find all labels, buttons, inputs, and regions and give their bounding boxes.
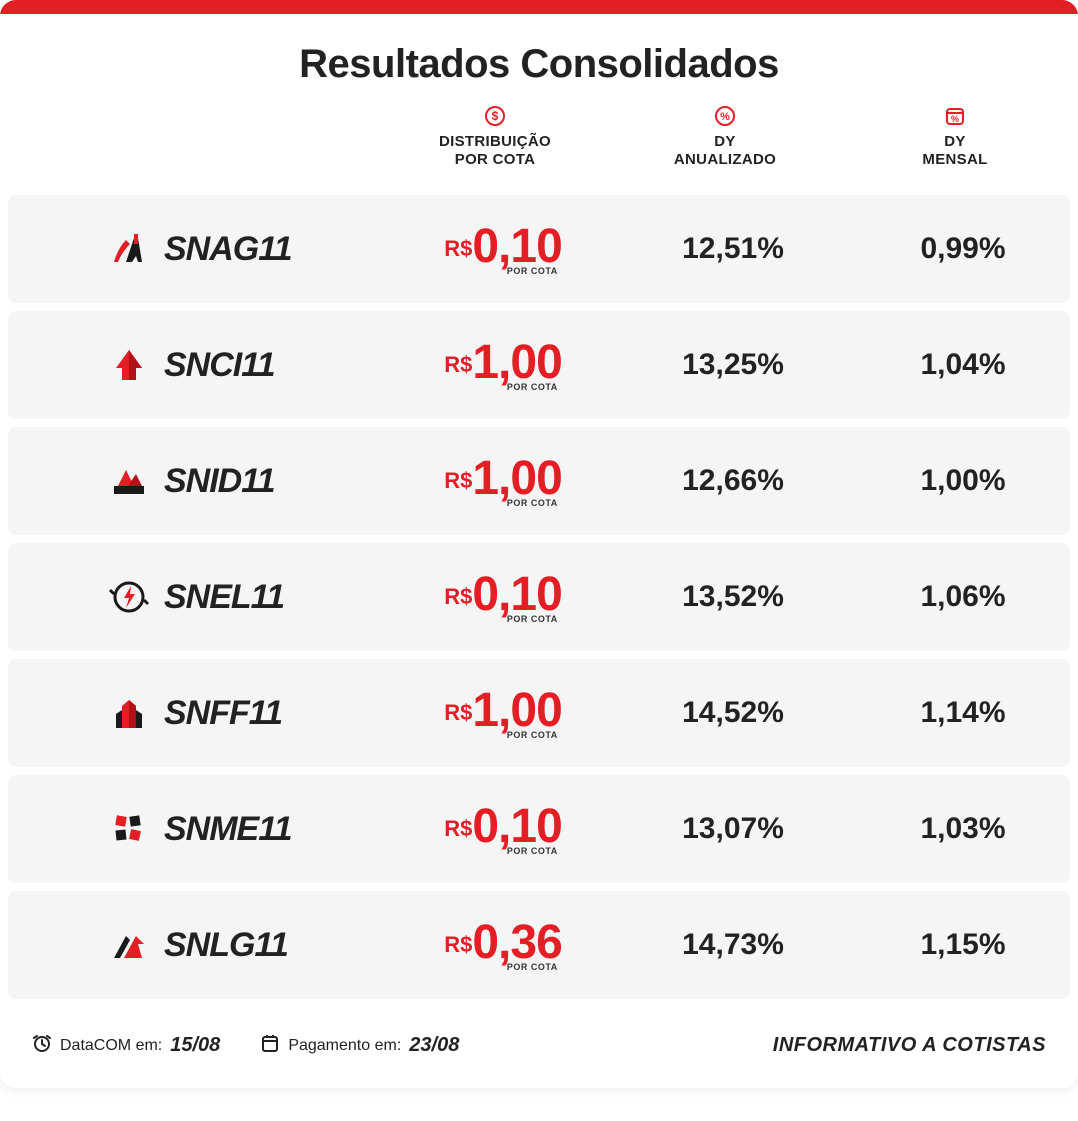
calendar-icon (260, 1033, 280, 1058)
snel-icon (108, 576, 150, 618)
dy-annual-value: 12,66% (618, 464, 848, 498)
table-row: SNEL11 R$0,10 POR COTA 13,52% 1,06% (8, 543, 1070, 651)
column-header-distribution: DISTRIBUIÇÃO POR COTA (380, 105, 610, 169)
distribution-cell: R$0,36 POR COTA (388, 915, 618, 975)
payment-value: 23/08 (409, 1034, 459, 1057)
column-header-dy-monthly: DY MENSAL (840, 105, 1070, 169)
column-header-dy-annual: DY ANUALIZADO (610, 105, 840, 169)
header-label: DISTRIBUIÇÃO (439, 133, 551, 150)
payment-label: Pagamento em: (288, 1037, 401, 1055)
footer-right-text: INFORMATIVO A COTISTAS (773, 1034, 1046, 1057)
table-row: SNID11 R$1,00 POR COTA 12,66% 1,00% (8, 427, 1070, 535)
clock-icon (32, 1033, 52, 1058)
dy-monthly-value: 1,03% (848, 812, 1078, 846)
currency-prefix: R$ (444, 816, 472, 841)
snff-icon (108, 692, 150, 734)
distribution-cell: R$0,10 POR COTA (388, 567, 618, 627)
table-row: SNME11 R$0,10 POR COTA 13,07% 1,03% (8, 775, 1070, 883)
ticker-symbol: SNFF11 (164, 694, 282, 733)
table-row: SNCI11 R$1,00 POR COTA 13,25% 1,04% (8, 311, 1070, 419)
header-label: POR COTA (455, 151, 535, 168)
header-label: MENSAL (922, 151, 987, 168)
table-row: SNLG11 R$0,36 POR COTA 14,73% 1,15% (8, 891, 1070, 999)
snci-icon (108, 344, 150, 386)
ticker-symbol: SNLG11 (164, 926, 288, 965)
dy-monthly-value: 1,00% (848, 464, 1078, 498)
currency-prefix: R$ (444, 584, 472, 609)
results-card: Resultados Consolidados DISTRIBUIÇÃO POR… (0, 0, 1078, 1088)
snid-icon (108, 460, 150, 502)
ticker-cell: SNAG11 (8, 228, 388, 270)
column-headers: DISTRIBUIÇÃO POR COTA DY ANUALIZADO DY M… (0, 105, 1078, 187)
ticker-cell: SNME11 (8, 808, 388, 850)
distribution-cell: R$1,00 POR COTA (388, 683, 618, 743)
currency-prefix: R$ (444, 236, 472, 261)
dy-annual-value: 14,73% (618, 928, 848, 962)
datacom-info: DataCOM em: 15/08 (32, 1033, 220, 1058)
dy-monthly-value: 0,99% (848, 232, 1078, 266)
distribution-cell: R$0,10 POR COTA (388, 799, 618, 859)
dy-monthly-value: 1,04% (848, 348, 1078, 382)
ticker-symbol: SNME11 (164, 810, 292, 849)
ticker-cell: SNCI11 (8, 344, 388, 386)
currency-prefix: R$ (444, 700, 472, 725)
ticker-symbol: SNID11 (164, 462, 275, 501)
distribution-cell: R$1,00 POR COTA (388, 451, 618, 511)
data-rows: SNAG11 R$0,10 POR COTA 12,51% 0,99% SNCI… (0, 195, 1078, 999)
currency-prefix: R$ (444, 352, 472, 377)
footer: DataCOM em: 15/08 Pagamento em: 23/08 IN… (0, 1007, 1078, 1088)
dy-monthly-value: 1,15% (848, 928, 1078, 962)
datacom-value: 15/08 (170, 1034, 220, 1057)
header-label: ANUALIZADO (674, 151, 776, 168)
currency-prefix: R$ (444, 468, 472, 493)
ticker-cell: SNLG11 (8, 924, 388, 966)
table-row: SNAG11 R$0,10 POR COTA 12,51% 0,99% (8, 195, 1070, 303)
header-label: DY (714, 133, 735, 150)
dy-annual-value: 14,52% (618, 696, 848, 730)
snme-icon (108, 808, 150, 850)
dy-annual-value: 13,07% (618, 812, 848, 846)
accent-top-bar (0, 0, 1078, 14)
ticker-symbol: SNAG11 (164, 230, 292, 269)
distribution-cell: R$0,10 POR COTA (388, 219, 618, 279)
snlg-icon (108, 924, 150, 966)
page-title: Resultados Consolidados (0, 14, 1078, 105)
ticker-cell: SNFF11 (8, 692, 388, 734)
payment-info: Pagamento em: 23/08 (260, 1033, 459, 1058)
header-label: DY (944, 133, 965, 150)
dy-monthly-value: 1,06% (848, 580, 1078, 614)
ticker-symbol: SNCI11 (164, 346, 275, 385)
table-row: SNFF11 R$1,00 POR COTA 14,52% 1,14% (8, 659, 1070, 767)
dy-annual-value: 13,52% (618, 580, 848, 614)
snag-icon (108, 228, 150, 270)
ticker-symbol: SNEL11 (164, 578, 284, 617)
distribution-cell: R$1,00 POR COTA (388, 335, 618, 395)
calendar-percent-icon (840, 105, 1070, 127)
dollar-circle-icon (380, 105, 610, 127)
ticker-cell: SNID11 (8, 460, 388, 502)
ticker-cell: SNEL11 (8, 576, 388, 618)
dy-annual-value: 13,25% (618, 348, 848, 382)
dy-monthly-value: 1,14% (848, 696, 1078, 730)
dy-annual-value: 12,51% (618, 232, 848, 266)
datacom-label: DataCOM em: (60, 1037, 162, 1055)
currency-prefix: R$ (444, 932, 472, 957)
percent-circle-icon (610, 105, 840, 127)
